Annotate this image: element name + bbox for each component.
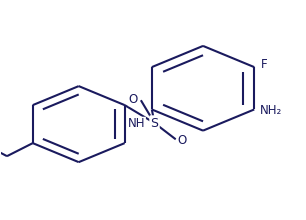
Text: NH: NH (128, 117, 145, 130)
Text: S: S (151, 117, 159, 130)
Text: NH₂: NH₂ (260, 104, 282, 117)
Text: O: O (177, 134, 186, 147)
Text: O: O (129, 93, 138, 106)
Text: F: F (261, 58, 267, 71)
